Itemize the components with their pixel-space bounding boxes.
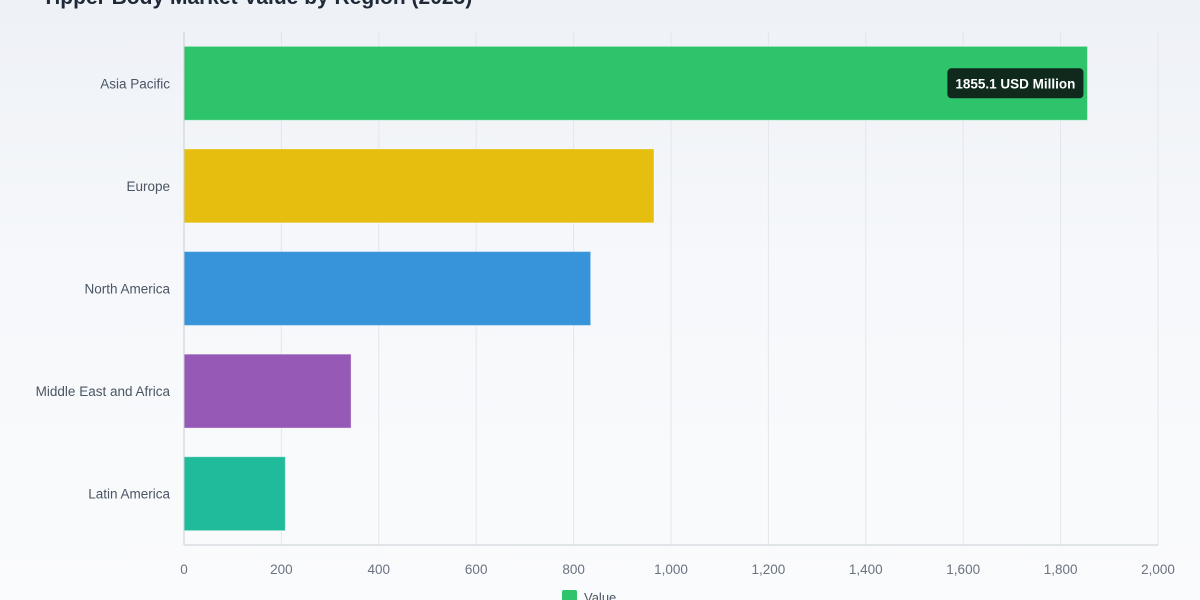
chart-title: Tipper Body Market Value by Region (2023… bbox=[42, 0, 472, 10]
axes bbox=[183, 32, 1158, 546]
category-label: Middle East and Africa bbox=[36, 384, 171, 399]
x-tick-label: 1,600 bbox=[946, 562, 980, 577]
category-label: Asia Pacific bbox=[100, 76, 170, 91]
x-tick-label: 400 bbox=[368, 562, 391, 577]
bar-asia-pacific[interactable] bbox=[183, 45, 1088, 121]
x-tick-label: 800 bbox=[562, 562, 585, 577]
x-tick-label: 1,200 bbox=[752, 562, 786, 577]
x-tick-labels: 0 200 400 600 800 1,000 1,200 1,400 1,600 1,800 2,… bbox=[180, 562, 1175, 577]
bars bbox=[183, 45, 1088, 532]
bar-europe[interactable] bbox=[183, 148, 655, 224]
category-label: Latin America bbox=[88, 487, 170, 502]
x-tick-label: 1,800 bbox=[1044, 562, 1078, 577]
bar-latin-america[interactable] bbox=[183, 456, 286, 532]
legend-swatch[interactable] bbox=[562, 590, 577, 600]
x-tick-label: 2,000 bbox=[1141, 562, 1175, 577]
bar-north-america[interactable] bbox=[183, 251, 592, 326]
category-labels: Asia Pacific Europe North America Middle Ea… bbox=[36, 76, 171, 501]
bar-middle-east-and-africa[interactable] bbox=[183, 353, 352, 429]
category-label: Europe bbox=[126, 179, 170, 194]
tooltip-box bbox=[947, 68, 1084, 99]
x-tick-label: 0 bbox=[180, 562, 188, 577]
x-tick-label: 200 bbox=[270, 562, 293, 577]
tooltip: 1855.1 USD Million bbox=[947, 68, 1084, 99]
legend-label[interactable]: Value bbox=[584, 590, 616, 600]
legend: Value bbox=[562, 590, 616, 600]
tooltip-text: 1855.1 USD Million bbox=[955, 76, 1075, 91]
x-tick-label: 600 bbox=[465, 562, 488, 577]
category-label: North America bbox=[84, 282, 170, 297]
x-tick-label: 1,000 bbox=[654, 562, 688, 577]
x-tick-label: 1,400 bbox=[849, 562, 883, 577]
